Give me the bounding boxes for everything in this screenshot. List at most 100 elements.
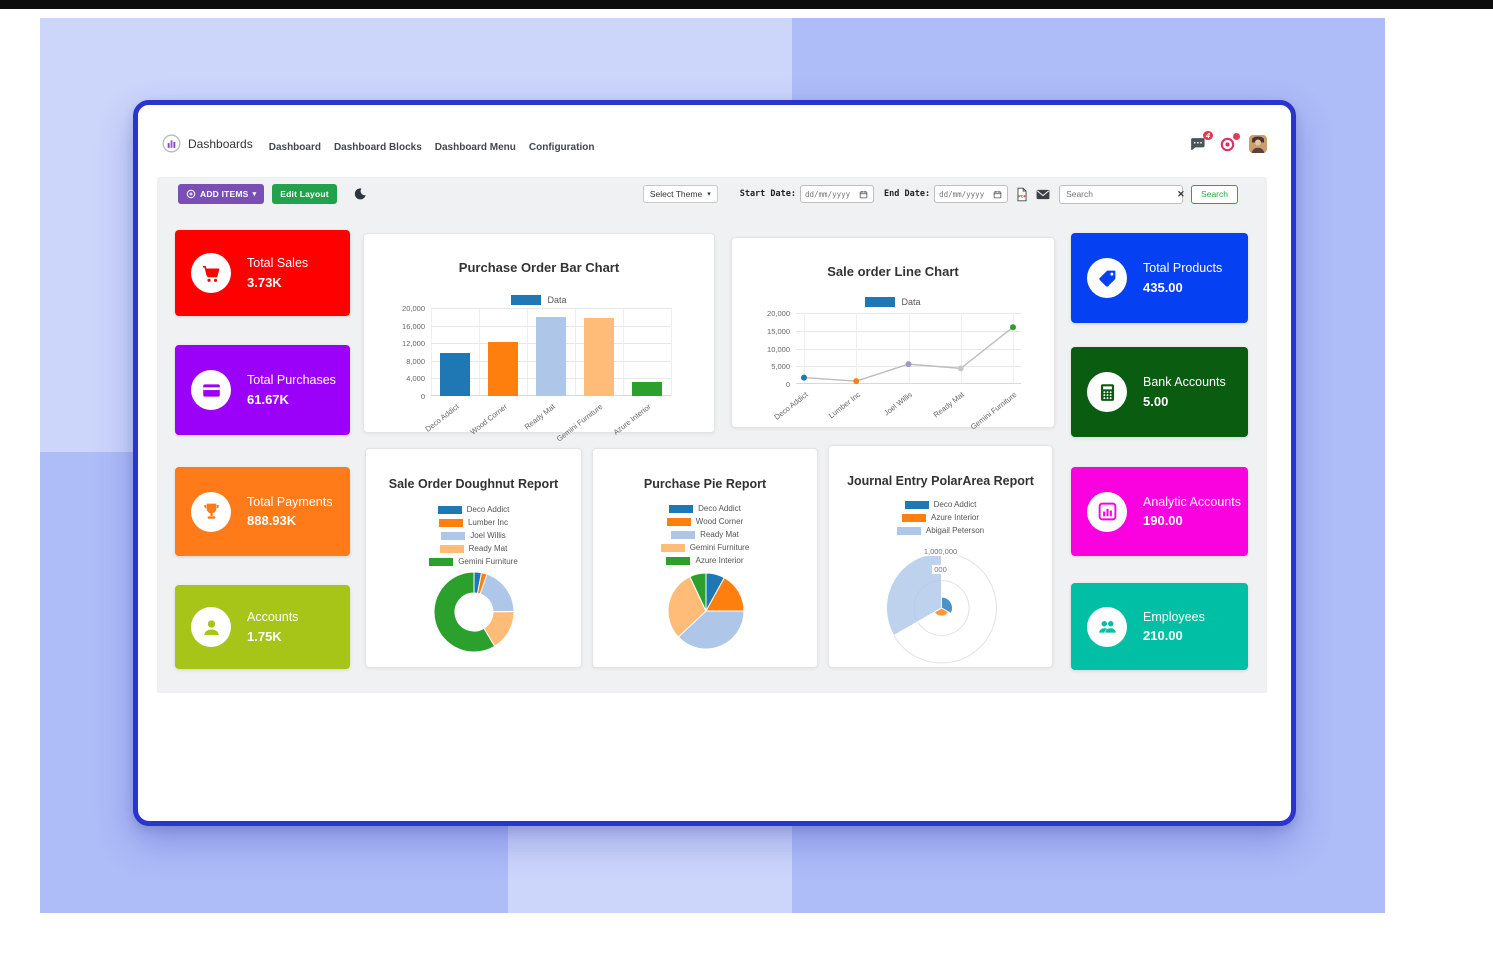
legend-label: Ready Mat <box>700 530 739 539</box>
app-logo-icon <box>162 134 181 153</box>
user-avatar[interactable] <box>1249 135 1267 153</box>
kpi-bank-accounts[interactable]: Bank Accounts 5.00 <box>1071 347 1248 437</box>
legend-item-deco-addict: Deco Addict <box>437 505 510 514</box>
purchase-pie-card: Purchase Pie Report Deco Addict Wood Corn… <box>592 448 818 668</box>
clear-search-icon[interactable]: ✕ <box>1177 188 1185 199</box>
x-axis-tick-label: Wood Corner <box>467 402 509 437</box>
calculator-icon <box>1087 372 1127 412</box>
line-path <box>803 326 1014 382</box>
calendar-icon[interactable] <box>859 190 868 199</box>
legend-swatch <box>896 526 921 535</box>
legend-swatch <box>666 556 691 565</box>
dark-mode-toggle[interactable] <box>353 187 367 201</box>
kpi-total-products[interactable]: Total Products 435.00 <box>1071 233 1248 323</box>
calendar-icon[interactable] <box>993 190 1002 199</box>
send-mail-button[interactable] <box>1036 187 1050 202</box>
gridline <box>804 313 805 384</box>
kpi-total-purchases[interactable]: Total Purchases 61.67K <box>175 345 350 435</box>
nav-item-dashboard[interactable]: Dashboard <box>268 142 321 153</box>
legend-item-gemini-furniture: Gemini Furniture <box>429 557 518 566</box>
kpi-total-payments[interactable]: Total Payments 888.93K <box>175 467 350 556</box>
end-date-input[interactable] <box>939 189 992 199</box>
kpi-label: Total Products <box>1143 261 1223 276</box>
legend-swatch <box>660 543 685 552</box>
start-date-field[interactable] <box>800 185 874 203</box>
gridline <box>431 308 432 396</box>
export-pdf-button[interactable]: PDF <box>1015 187 1029 202</box>
app-title: Dashboards <box>188 136 253 151</box>
chart-legend: Deco Addict Lumber Inc Joel Willis Ready Ma… <box>366 505 581 566</box>
search-button[interactable]: Search <box>1191 184 1238 204</box>
legend-label: Gemini Furniture <box>689 543 750 552</box>
start-date-label: Start Date: <box>739 189 796 199</box>
kpi-text: Accounts 1.75K <box>247 610 298 644</box>
legend-label: Deco Addict <box>466 505 510 514</box>
top-black-bar <box>0 0 1493 9</box>
kpi-label: Accounts <box>247 610 299 625</box>
y-axis-tick-label: 16,000 <box>402 321 425 331</box>
chevron-down-icon: ▾ <box>252 190 257 198</box>
purchase-order-bar-chart-card: Purchase Order Bar Chart Data 0 4,000 8,00… <box>363 233 715 443</box>
legend-swatch <box>901 513 926 522</box>
users-icon <box>1087 606 1127 647</box>
kpi-label: Total Payments <box>247 494 333 509</box>
data-point-joel-willis <box>905 361 912 368</box>
slice-joel-willis <box>479 573 515 613</box>
polar-area-chart <box>886 552 997 664</box>
kpi-text: Bank Accounts 5.00 <box>1143 375 1226 409</box>
app-brand[interactable]: Dashboards <box>162 134 253 153</box>
kpi-label: Analytic Accounts <box>1143 494 1241 509</box>
search-field[interactable]: ✕ <box>1059 184 1185 204</box>
legend-label: Gemini Furniture <box>458 557 518 566</box>
end-date-field[interactable] <box>934 185 1009 203</box>
chart-legend: Deco Addict Azure Interior Abigail Peterso… <box>829 500 1052 535</box>
kpi-value: 435.00 <box>1143 279 1183 295</box>
gridline <box>1013 313 1014 384</box>
x-axis-tick-label: Deco Addict <box>423 402 461 434</box>
kpi-text: Total Payments 888.93K <box>247 495 332 529</box>
start-date-input[interactable] <box>805 189 857 199</box>
nav-item-dashboard-blocks[interactable]: Dashboard Blocks <box>333 142 422 153</box>
legend-swatch <box>511 295 542 305</box>
theme-select[interactable]: Select Theme ▾ <box>642 185 718 203</box>
kpi-total-sales[interactable]: Total Sales 3.73K <box>175 230 350 316</box>
end-date-label: End Date: <box>884 189 931 199</box>
line-series <box>801 324 1016 385</box>
legend-label: Abigail Peterson <box>925 526 985 535</box>
y-axis-tick-label: 8,000 <box>406 356 425 366</box>
legend-item-azure-interior: Azure Interior <box>901 513 980 522</box>
kpi-value: 5.00 <box>1143 393 1169 409</box>
y-axis-tick-label: 12,000 <box>402 339 425 349</box>
kpi-accounts[interactable]: Accounts 1.75K <box>175 585 350 669</box>
bar-azure-interior <box>632 381 662 396</box>
doughnut-chart <box>433 571 515 653</box>
legend-item-joel-willis: Joel Willis <box>441 531 506 540</box>
line-chart-plot: 0 5,000 10,000 15,000 20,000 Deco Addict Lumbe… <box>767 309 1021 431</box>
gridline <box>479 308 480 396</box>
legend-swatch <box>437 505 462 514</box>
legend-label: Wood Corner <box>695 517 744 526</box>
kpi-value: 210.00 <box>1143 628 1183 644</box>
edit-layout-button[interactable]: Edit Layout <box>272 184 337 204</box>
legend-label: Azure Interior <box>930 513 980 522</box>
chart-legend: Deco Addict Wood Corner Ready Mat Gemini Fu… <box>593 504 817 565</box>
activities-badge <box>1233 132 1240 140</box>
legend-swatch <box>438 518 463 527</box>
nav-item-configuration[interactable]: Configuration <box>528 142 595 153</box>
messages-icon[interactable]: 4 <box>1189 130 1213 153</box>
legend-label: Data <box>547 295 567 305</box>
legend-label: Joel Willis <box>470 531 506 540</box>
x-axis-tick-label: Lumber Inc <box>826 390 862 421</box>
legend-swatch <box>669 504 694 513</box>
kpi-value: 61.67K <box>247 391 289 407</box>
add-items-button[interactable]: ADD ITEMS ▾ <box>178 184 265 204</box>
app-window: Dashboards Dashboard Dashboard Blocks Dash… <box>133 100 1296 826</box>
search-input[interactable] <box>1066 189 1178 199</box>
nav-item-dashboard-menu[interactable]: Dashboard Menu <box>434 142 516 153</box>
kpi-employees[interactable]: Employees 210.00 <box>1071 583 1248 670</box>
activities-icon[interactable] <box>1219 132 1240 153</box>
kpi-label: Total Sales <box>247 256 309 271</box>
journal-entry-polararea-card: Journal Entry PolarArea Report Deco Addi… <box>828 445 1053 668</box>
legend-label: Azure Interior <box>695 556 744 565</box>
kpi-analytic-accounts[interactable]: Analytic Accounts 190.00 <box>1071 467 1248 556</box>
